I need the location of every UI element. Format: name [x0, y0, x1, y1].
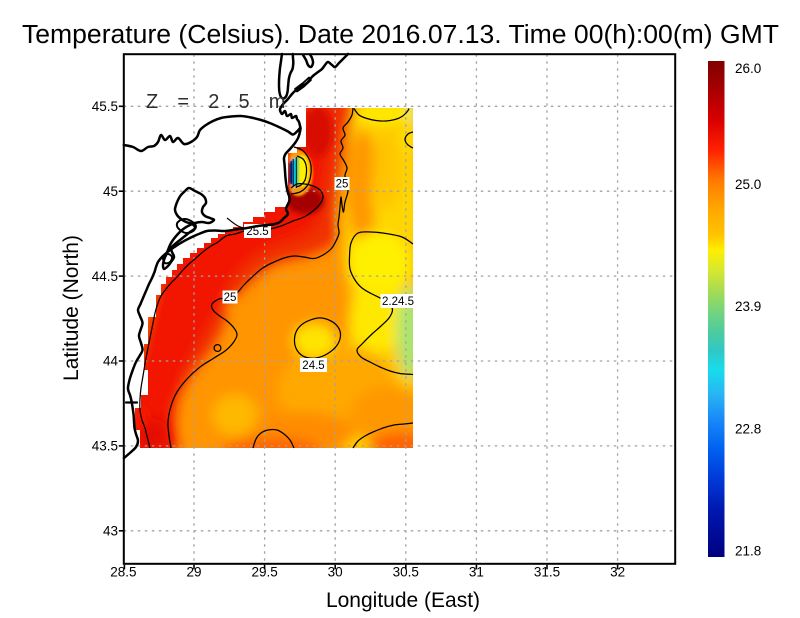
svg-text:Z = 2.5 m: Z = 2.5 m: [146, 91, 292, 113]
svg-text:2.24.5: 2.24.5: [382, 296, 414, 308]
svg-text:43: 43: [103, 524, 118, 539]
svg-text:24.5: 24.5: [302, 360, 324, 372]
svg-text:Latitude (North): Latitude (North): [60, 235, 83, 381]
svg-text:22.8: 22.8: [735, 422, 761, 437]
svg-text:21.8: 21.8: [735, 544, 761, 559]
svg-text:25.5: 25.5: [246, 226, 268, 238]
svg-text:25.0: 25.0: [735, 177, 761, 192]
svg-text:45: 45: [103, 184, 118, 199]
svg-text:44.5: 44.5: [92, 269, 118, 284]
svg-text:31.5: 31.5: [534, 565, 560, 580]
svg-text:31: 31: [469, 565, 484, 580]
svg-text:25: 25: [336, 179, 349, 191]
svg-text:43.5: 43.5: [92, 439, 118, 454]
svg-text:29: 29: [186, 565, 201, 580]
svg-text:25: 25: [224, 292, 237, 304]
svg-text:30.5: 30.5: [393, 565, 419, 580]
svg-text:26.0: 26.0: [735, 61, 761, 76]
svg-text:28.5: 28.5: [110, 565, 136, 580]
svg-text:30: 30: [328, 565, 343, 580]
svg-text:45.5: 45.5: [92, 99, 118, 114]
svg-text:32: 32: [610, 565, 625, 580]
svg-text:Longitude (East): Longitude (East): [326, 589, 480, 612]
svg-text:29.5: 29.5: [251, 565, 277, 580]
svg-text:23.9: 23.9: [735, 299, 761, 314]
svg-text:44: 44: [103, 354, 119, 369]
svg-text:Temperature (Celsius). Date 20: Temperature (Celsius). Date 2016.07.13. …: [22, 21, 779, 49]
